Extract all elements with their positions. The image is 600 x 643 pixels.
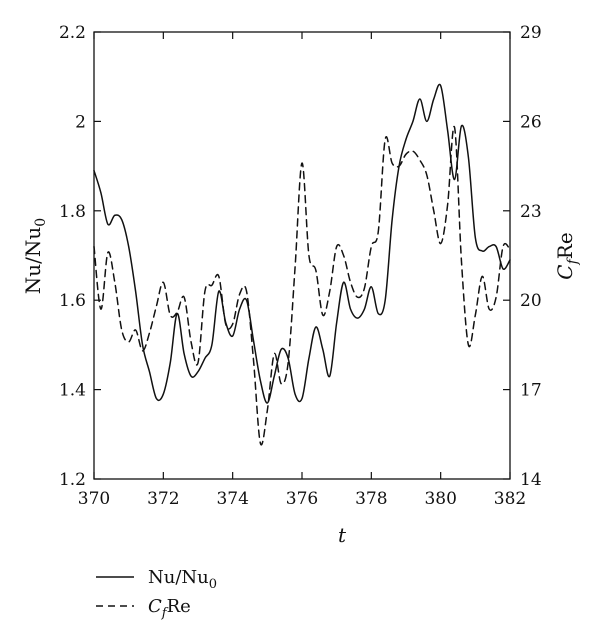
series-layer xyxy=(93,83,511,446)
x-tick-label: 376 xyxy=(286,489,318,509)
left-y-tick-label: 1.2 xyxy=(59,470,86,490)
left-y-tick-label: 1.6 xyxy=(59,291,86,311)
left-y-tick-label: 1.8 xyxy=(59,202,86,222)
x-tick-label: 378 xyxy=(355,489,387,509)
x-tick-label: 370 xyxy=(78,489,110,509)
right-y-axis-ticks: 14 17 20 23 26 29 xyxy=(503,23,542,490)
legend-label-cf-sub: f xyxy=(161,606,169,621)
x-tick-label: 374 xyxy=(216,489,248,509)
left-y-tick-label: 2.2 xyxy=(59,23,86,43)
legend-label-cf-suffix: Re xyxy=(167,596,191,617)
right-y-tick-label: 29 xyxy=(520,23,542,43)
right-y-axis-title-main: C xyxy=(553,264,577,279)
left-y-tick-label: 1.4 xyxy=(59,381,86,401)
legend-label-cf-re: CfRe xyxy=(148,596,191,621)
left-y-tick-label: 2 xyxy=(75,112,86,132)
legend-label-nu-ratio: Nu/Nu0 xyxy=(148,567,217,592)
plot-frame xyxy=(93,31,511,480)
legend: Nu/Nu0 CfRe xyxy=(96,567,217,621)
x-axis-title: t xyxy=(338,523,347,547)
right-y-axis-title-sub: f xyxy=(565,256,581,265)
left-y-axis-title-sub: 0 xyxy=(33,218,49,227)
left-y-axis-ticks: 1.2 1.4 1.6 1.8 2 2.2 xyxy=(59,23,101,490)
right-y-tick-label: 14 xyxy=(520,470,542,490)
left-y-axis-title: Nu/Nu0 xyxy=(21,218,49,294)
legend-label-cf-main: C xyxy=(148,596,162,617)
right-y-axis-title: CfRe xyxy=(553,232,581,279)
right-y-axis-title-suffix: Re xyxy=(553,232,577,259)
legend-label-nu-sub: 0 xyxy=(209,577,217,592)
right-y-tick-label: 20 xyxy=(520,291,542,311)
x-tick-label: 372 xyxy=(147,489,179,509)
right-y-tick-label: 26 xyxy=(520,112,542,132)
right-y-tick-label: 23 xyxy=(520,202,542,222)
series-line-cf-re xyxy=(93,125,511,446)
legend-label-nu-main: Nu/Nu xyxy=(148,567,209,588)
series-line-nu-ratio xyxy=(93,83,511,404)
x-axis-ticks: 370 372 374 376 378 380 382 xyxy=(78,32,526,509)
right-y-tick-label: 17 xyxy=(520,381,542,401)
x-tick-label: 380 xyxy=(424,489,456,509)
left-y-axis-title-main: Nu/Nu xyxy=(21,227,45,295)
x-tick-label: 382 xyxy=(494,489,526,509)
